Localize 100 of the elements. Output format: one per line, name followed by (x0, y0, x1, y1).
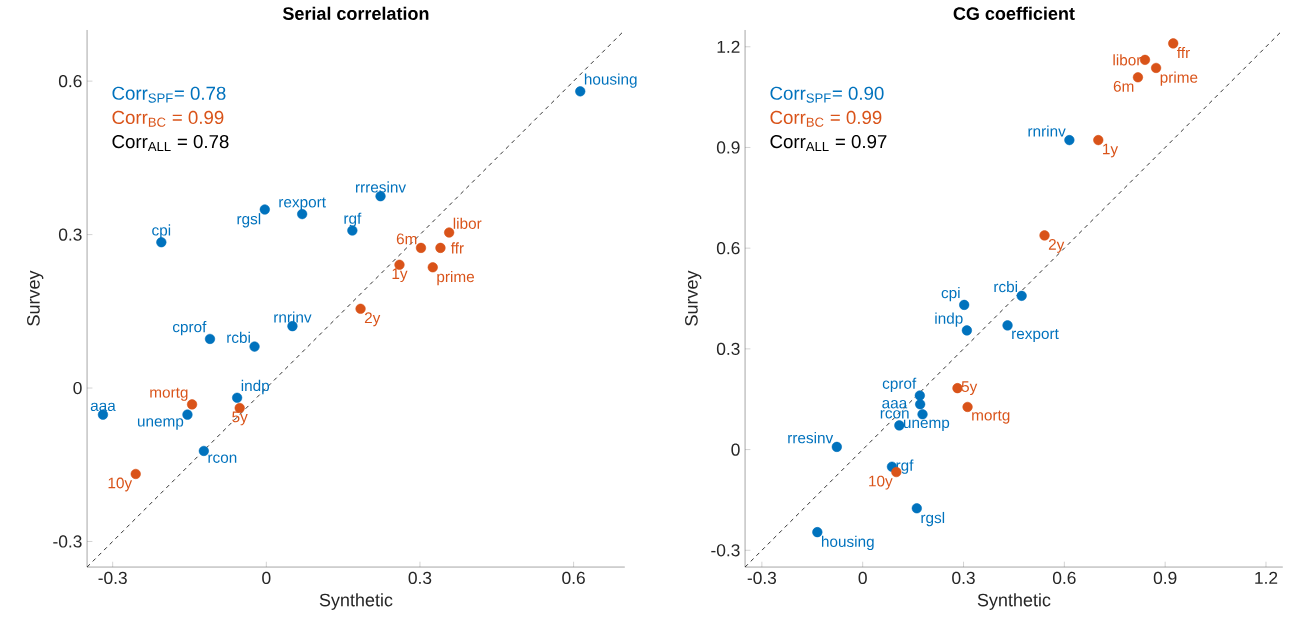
annotation: ffr (450, 242, 464, 254)
annotation: rgsl (921, 511, 945, 527)
annotation: cpi (152, 224, 171, 239)
x-axis-title: Synthetic (319, 593, 393, 610)
point (911, 503, 922, 514)
annotation: indp (935, 312, 963, 327)
point (1168, 38, 1179, 49)
x-tick-label: -0.3 (747, 571, 777, 585)
annotation: cprof (882, 377, 917, 392)
point (959, 299, 970, 310)
point (915, 399, 926, 410)
point (198, 445, 209, 457)
point (575, 86, 586, 97)
annotation: Corr$_{ALL}$ = 0.78 (112, 134, 229, 151)
annotation: Corr$_{BC}$ = 0.99 (770, 110, 882, 127)
y-tick-label: 0.3 (716, 342, 740, 356)
point (249, 341, 260, 352)
annotation: rresinv (788, 432, 834, 444)
annotation: prime (437, 270, 475, 286)
point (1016, 290, 1027, 301)
point (427, 262, 438, 273)
point (156, 237, 167, 248)
x-tick-label: 0.6 (562, 571, 585, 585)
y-tick-label: 0 (73, 381, 82, 395)
chart-title: Serial correlation (282, 6, 429, 20)
annotation: indp (241, 379, 270, 395)
y-tick-label: 0.9 (716, 141, 740, 154)
annotation: Corr$_{SPF}$= 0.78 (112, 86, 226, 103)
annotation: 10y (869, 475, 893, 490)
point (914, 390, 925, 401)
x-tick-label: 0.9 (1153, 571, 1177, 585)
x-axis-title: Synthetic (977, 593, 1051, 610)
annotation: aaa (882, 400, 908, 409)
annotation: 5y (961, 381, 978, 396)
annotation: rgsl (237, 213, 261, 228)
annotation: Corr$_{SPF}$= 0.90 (770, 86, 884, 103)
point (812, 527, 823, 538)
x-tick-label: 0.3 (408, 571, 432, 585)
point (1039, 230, 1050, 241)
annotation: prime (1160, 71, 1198, 86)
y-tick-label: -0.3 (53, 535, 82, 548)
point (952, 383, 963, 394)
annotation: 10y (108, 477, 133, 492)
point (1151, 62, 1162, 73)
annotation: rnrinv (274, 311, 312, 323)
annotation: rnrinv (1028, 125, 1066, 137)
annotation: aaa (90, 402, 116, 412)
x-tick-label: 0 (262, 571, 271, 585)
point (831, 441, 842, 452)
annotation: rexport (1012, 328, 1059, 343)
point (1002, 320, 1013, 331)
annotation: cpi (941, 287, 960, 302)
annotation: libor (453, 217, 482, 229)
annotation: rcon (208, 454, 237, 463)
point (435, 242, 446, 253)
annotation: 2y (1048, 239, 1065, 253)
annotation: 2y (364, 312, 381, 327)
point (355, 303, 366, 314)
y-tick-label: 0.6 (716, 242, 740, 255)
annotation: Corr$_{ALL}$ = 0.97 (770, 134, 887, 151)
annotation: 6m (1113, 80, 1134, 92)
annotation: housing (584, 73, 637, 88)
point (259, 204, 270, 215)
annotation: 1y (392, 268, 408, 283)
y-tick-label: -0.3 (711, 544, 740, 557)
y-axis-title: Survey (27, 270, 44, 326)
annotation: rcon (880, 410, 909, 419)
point (962, 401, 973, 413)
point (130, 468, 141, 480)
annotation: 5y (232, 411, 248, 426)
annotation: ffr (1177, 47, 1190, 59)
x-tick-label: 0.6 (1052, 571, 1076, 585)
x-tick-label: -0.3 (98, 571, 127, 585)
annotation: mortg (972, 410, 1010, 424)
point (415, 242, 427, 253)
annotation: unemp (903, 419, 950, 432)
point (444, 227, 455, 238)
annotation: 6m (396, 233, 417, 245)
y-tick-label: 0.6 (58, 75, 82, 88)
chart-title: CG coefficient (953, 6, 1075, 20)
point (1132, 72, 1144, 83)
annotation: rrresinv (355, 181, 407, 193)
point (961, 325, 972, 336)
y-tick-label: 1.2 (717, 40, 740, 53)
x-tick-label: 0 (858, 571, 867, 585)
annotation: 1y (1103, 143, 1119, 158)
x-tick-label: 1.2 (1255, 571, 1278, 584)
annotation: mortg (150, 387, 188, 401)
annotation: unemp (137, 418, 184, 430)
y-axis-title: Survey (685, 270, 702, 326)
annotation: rgf (896, 459, 914, 474)
annotation: Corr$_{BC}$ = 0.99 (112, 110, 224, 127)
annotation: libor (1113, 54, 1142, 66)
point (232, 392, 243, 403)
annotation: rcbi (994, 280, 1018, 293)
annotation: cprof (172, 321, 207, 336)
annotation: rgf (344, 212, 362, 227)
point (297, 209, 308, 220)
point (1093, 135, 1104, 146)
point (1064, 135, 1075, 146)
